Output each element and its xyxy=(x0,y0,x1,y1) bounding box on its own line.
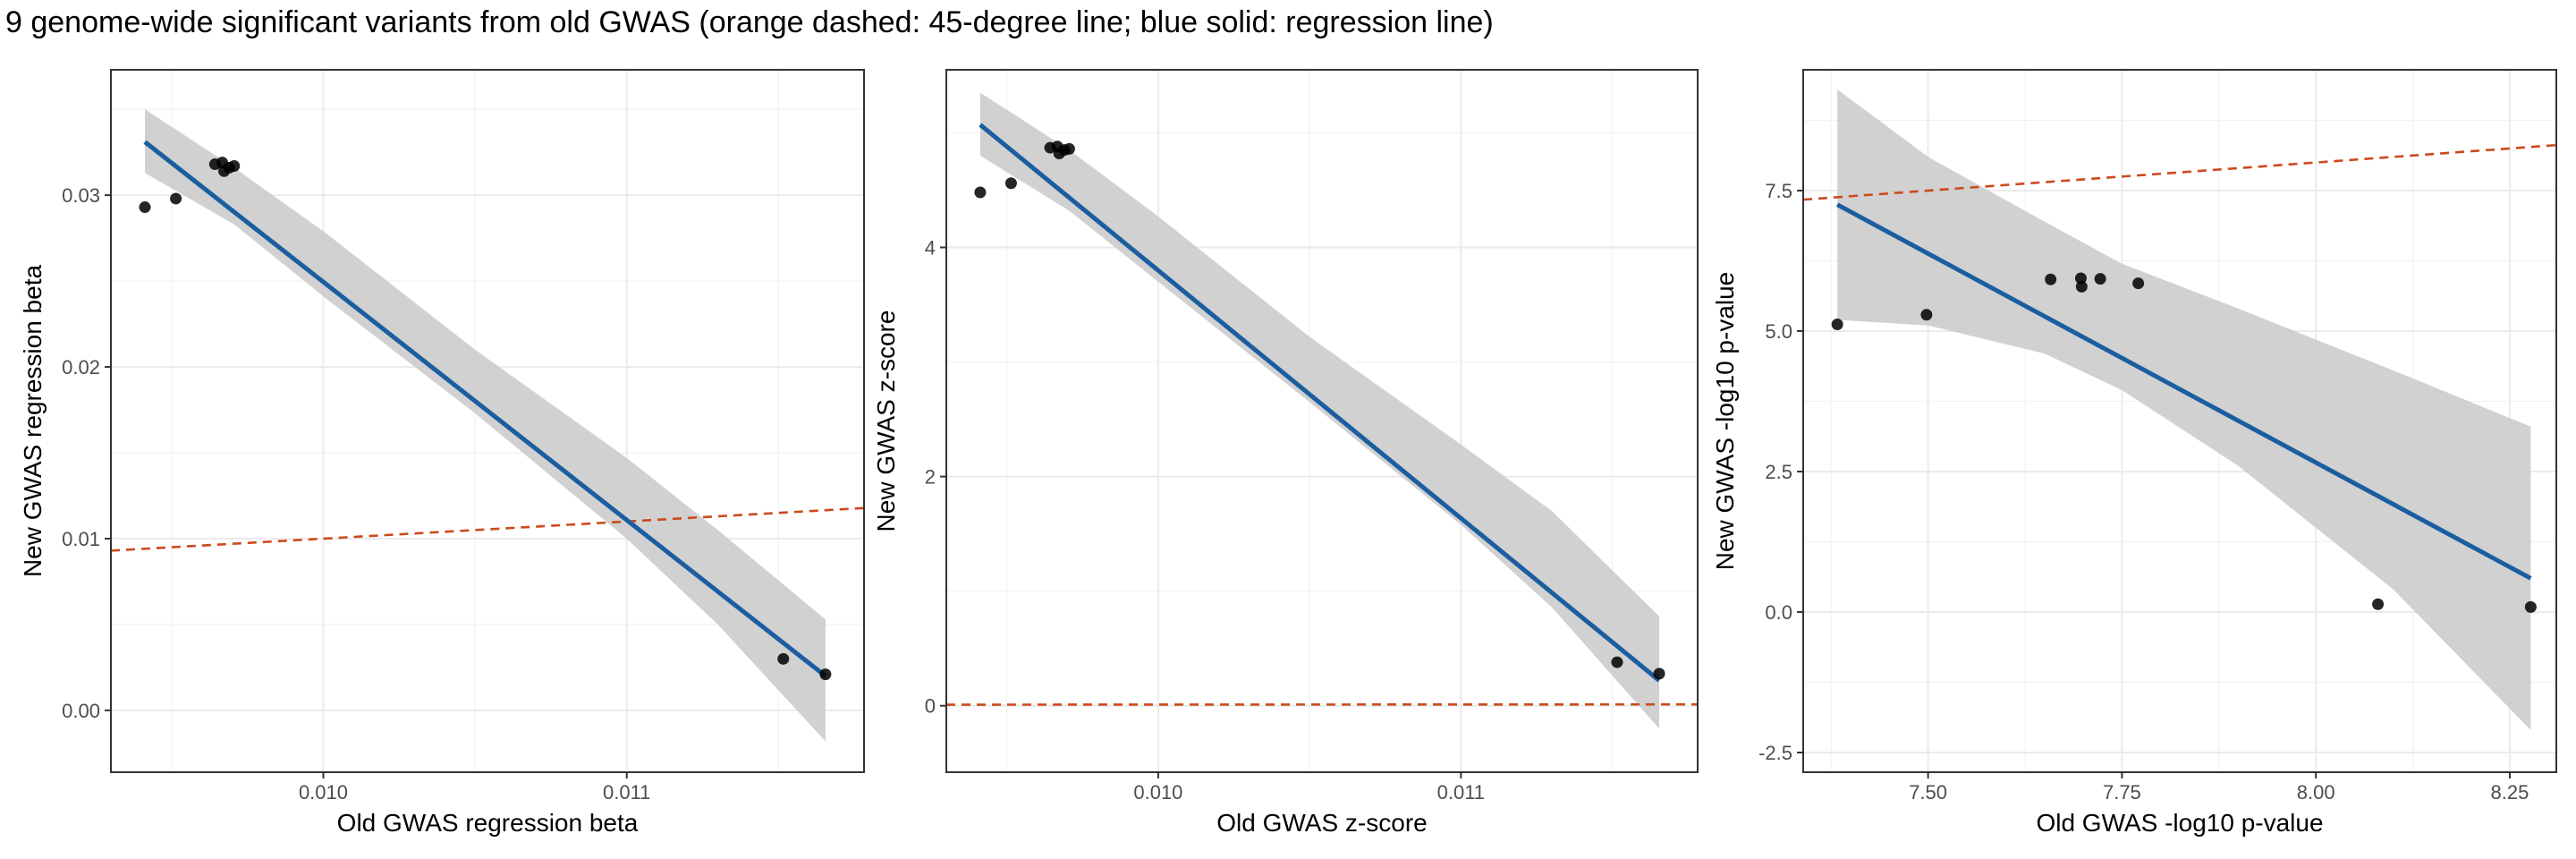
confidence-band xyxy=(145,109,826,742)
panel-1: 0.010 0.011 0.00 0.01 0.02 0.03 Old GWAS regre… xyxy=(19,69,865,837)
y-axis-title: New GWAS z-score xyxy=(872,310,900,532)
data-point xyxy=(170,192,182,205)
confidence-band xyxy=(979,92,1659,729)
regression-line xyxy=(143,140,827,678)
data-point xyxy=(228,159,241,172)
y-tick-label: 2.5 xyxy=(1765,461,1792,483)
x-tick-label: 0.010 xyxy=(299,781,348,804)
panel-border xyxy=(110,69,865,773)
panel-3: 7.50 7.75 8.00 8.25 -2.5 0.0 2.5 5.0 7.5 Old GWAS… xyxy=(1711,69,2557,837)
data-point xyxy=(1653,668,1665,680)
x-tick-label: 0.010 xyxy=(1133,781,1182,804)
data-point xyxy=(2372,598,2385,610)
y-tick-label: 0.03 xyxy=(62,184,100,207)
data-point xyxy=(1004,177,1017,190)
plot-area xyxy=(1803,89,2556,730)
plot-area xyxy=(946,92,1698,729)
data-point xyxy=(2094,273,2106,285)
regression-line xyxy=(979,123,1661,683)
identity-line xyxy=(111,506,864,552)
x-tick-label: 7.50 xyxy=(1909,781,1947,804)
data-point xyxy=(2045,273,2057,285)
y-tick-label: 5.0 xyxy=(1765,320,1792,343)
y-tick-label: 0.02 xyxy=(62,356,100,378)
data-point xyxy=(1920,309,1933,321)
data-point xyxy=(819,668,832,681)
data-point xyxy=(777,652,790,665)
confidence-band xyxy=(1837,89,2531,730)
x-axis-title: Old GWAS regression beta xyxy=(337,809,639,837)
x-tick-label: 8.25 xyxy=(2491,781,2529,804)
panel-border xyxy=(945,69,1699,773)
y-tick-label: 0.01 xyxy=(62,528,100,550)
x-axis-title: Old GWAS -log10 p-value xyxy=(2036,809,2323,837)
data-point xyxy=(2075,280,2088,293)
y-tick-label: 0.00 xyxy=(62,700,100,722)
data-point xyxy=(139,201,151,214)
data-point xyxy=(1831,318,1843,330)
y-tick-label: 4 xyxy=(925,236,936,259)
regression-line xyxy=(1835,202,2532,581)
x-tick-label: 0.011 xyxy=(603,781,650,804)
figure-title: 9 genome-wide significant variants from … xyxy=(5,5,1494,39)
identity-line xyxy=(1803,143,2556,201)
x-tick-label: 8.00 xyxy=(2297,781,2335,804)
grid-lines xyxy=(946,70,1698,772)
y-tick-label: 0 xyxy=(925,695,936,718)
y-tick-label: 0.0 xyxy=(1765,601,1792,624)
y-axis-title: New GWAS regression beta xyxy=(19,265,47,578)
data-point xyxy=(974,186,987,199)
panel-2: 0.010 0.011 0 2 4 Old GWAS z-score New GWAS z-… xyxy=(872,69,1699,837)
plot-area xyxy=(111,109,864,742)
data-point xyxy=(2132,277,2145,290)
y-axis-title: New GWAS -log10 p-value xyxy=(1711,272,1739,571)
y-tick-label: 7.5 xyxy=(1765,180,1792,202)
x-axis-title: Old GWAS z-score xyxy=(1216,809,1427,837)
x-tick-label: 7.75 xyxy=(2103,781,2141,804)
x-tick-label: 0.011 xyxy=(1437,781,1485,804)
data-point xyxy=(1611,656,1623,668)
data-point xyxy=(2524,600,2537,613)
data-point xyxy=(1063,142,1075,155)
y-tick-label: 2 xyxy=(925,466,936,489)
y-tick-label: -2.5 xyxy=(1758,742,1792,764)
panel-border xyxy=(1802,69,2557,773)
data-point xyxy=(2074,272,2087,285)
